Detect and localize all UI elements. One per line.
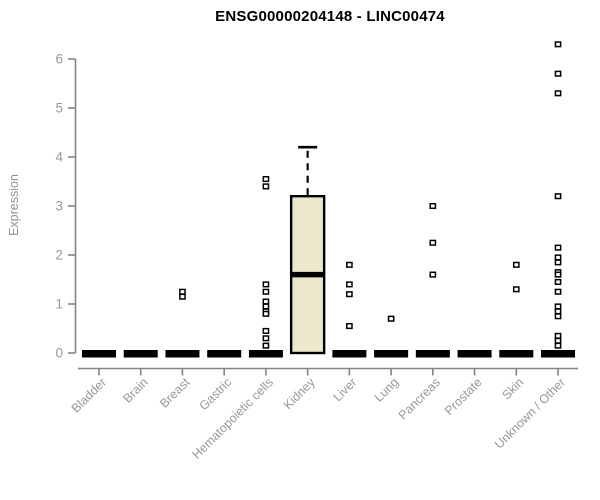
outlier-point bbox=[346, 281, 353, 288]
outlier-point bbox=[429, 202, 437, 210]
outlier-point bbox=[179, 293, 186, 300]
outlier-point bbox=[554, 288, 562, 295]
outlier-point bbox=[262, 327, 270, 334]
outlier-point bbox=[512, 261, 520, 268]
y-tick-label: 1 bbox=[55, 297, 63, 312]
outlier-point bbox=[554, 41, 562, 48]
x-tick-label: Skin bbox=[499, 375, 526, 402]
zero-bar bbox=[415, 350, 450, 358]
outlier-point bbox=[554, 278, 562, 285]
x-tick-label: Prostate bbox=[442, 375, 485, 418]
x-tick-label: Bladder bbox=[69, 375, 109, 415]
outlier-point bbox=[262, 342, 270, 349]
y-tick-label: 6 bbox=[55, 52, 63, 67]
x-tick-label: Kidney bbox=[281, 375, 318, 412]
x-tick-label: Hematopoietic cells bbox=[189, 375, 276, 462]
outlier-point bbox=[346, 323, 353, 330]
outlier-point bbox=[554, 313, 562, 320]
zero-bar bbox=[165, 350, 200, 358]
x-tick-label: Unknown / Other bbox=[492, 375, 568, 451]
outlier-point bbox=[429, 239, 437, 246]
outlier-point bbox=[554, 70, 562, 77]
chart-title: ENSG00000204148 - LINC00474 bbox=[215, 8, 445, 25]
x-tick-label: Liver bbox=[330, 375, 359, 404]
outlier-point bbox=[554, 259, 562, 266]
outlier-point bbox=[554, 342, 562, 349]
outlier-point bbox=[554, 308, 562, 315]
outlier-point bbox=[346, 291, 353, 298]
outlier-point bbox=[262, 288, 270, 295]
zero-bar bbox=[248, 350, 283, 358]
y-tick-label: 0 bbox=[55, 346, 63, 361]
x-tick-label: Breast bbox=[157, 375, 193, 411]
zero-bar bbox=[332, 350, 367, 358]
zero-bar bbox=[374, 350, 409, 358]
outlier-point bbox=[554, 90, 562, 97]
outlier-point bbox=[554, 271, 562, 278]
x-tick-label: Brain bbox=[120, 375, 151, 406]
zero-bar bbox=[457, 350, 492, 358]
outlier-point bbox=[554, 244, 562, 251]
y-tick-label: 5 bbox=[55, 101, 63, 116]
outlier-point bbox=[387, 315, 395, 322]
outlier-point bbox=[554, 193, 562, 200]
outlier-point bbox=[346, 261, 353, 268]
outlier-point bbox=[554, 332, 562, 339]
y-tick-label: 4 bbox=[55, 150, 63, 165]
outlier-point bbox=[262, 298, 270, 305]
outlier-point bbox=[179, 288, 186, 295]
outlier-point bbox=[262, 281, 270, 288]
zero-bar bbox=[82, 350, 116, 358]
outlier-point bbox=[429, 271, 437, 278]
y-tick-label: 2 bbox=[55, 248, 63, 263]
outlier-point bbox=[262, 176, 270, 183]
zero-bar bbox=[207, 350, 242, 358]
zero-bar bbox=[541, 350, 576, 358]
outlier-point bbox=[262, 303, 270, 310]
outlier-point bbox=[554, 337, 562, 344]
y-tick-label: 3 bbox=[55, 199, 63, 214]
outlier-point bbox=[554, 254, 562, 261]
zero-bar bbox=[499, 350, 534, 358]
outlier-point bbox=[262, 335, 270, 342]
x-tick-label: Gastric bbox=[196, 375, 234, 413]
x-tick-label: Lung bbox=[372, 375, 402, 405]
outlier-point bbox=[262, 183, 270, 190]
outlier-point bbox=[262, 310, 270, 317]
x-tick-label: Pancreas bbox=[396, 375, 443, 422]
outlier-point bbox=[554, 303, 562, 310]
zero-bar bbox=[123, 350, 158, 358]
outlier-point bbox=[512, 286, 520, 293]
